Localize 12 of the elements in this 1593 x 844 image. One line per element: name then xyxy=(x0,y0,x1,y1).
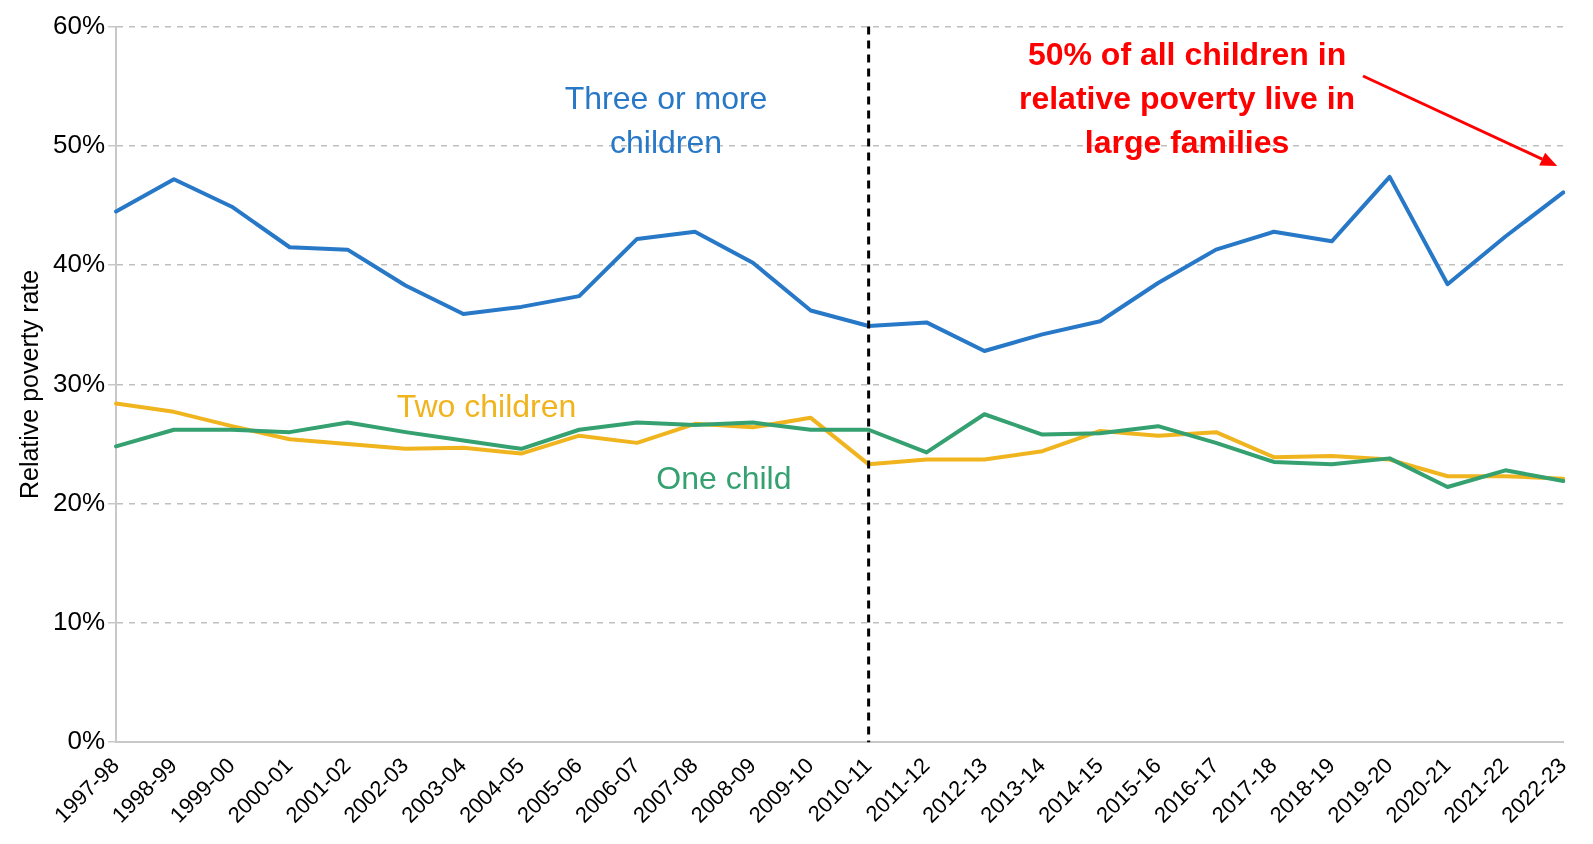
y-tick-label: 60% xyxy=(52,9,106,40)
y-tick-label: 40% xyxy=(52,248,106,279)
y-tick-label: 20% xyxy=(52,486,106,517)
y-tick-label: 50% xyxy=(52,129,106,160)
series-label: Two children xyxy=(396,388,577,425)
y-tick-label: 30% xyxy=(52,367,106,398)
y-tick-label: 10% xyxy=(52,606,106,637)
annotation: 50% of all children in relative poverty live in large families xyxy=(1018,36,1356,161)
series-label: One child xyxy=(656,459,792,496)
y-axis-title: Relative poverty rate xyxy=(14,269,43,500)
text: Three or more children xyxy=(564,79,768,160)
y-tick-label: 0% xyxy=(67,725,106,756)
